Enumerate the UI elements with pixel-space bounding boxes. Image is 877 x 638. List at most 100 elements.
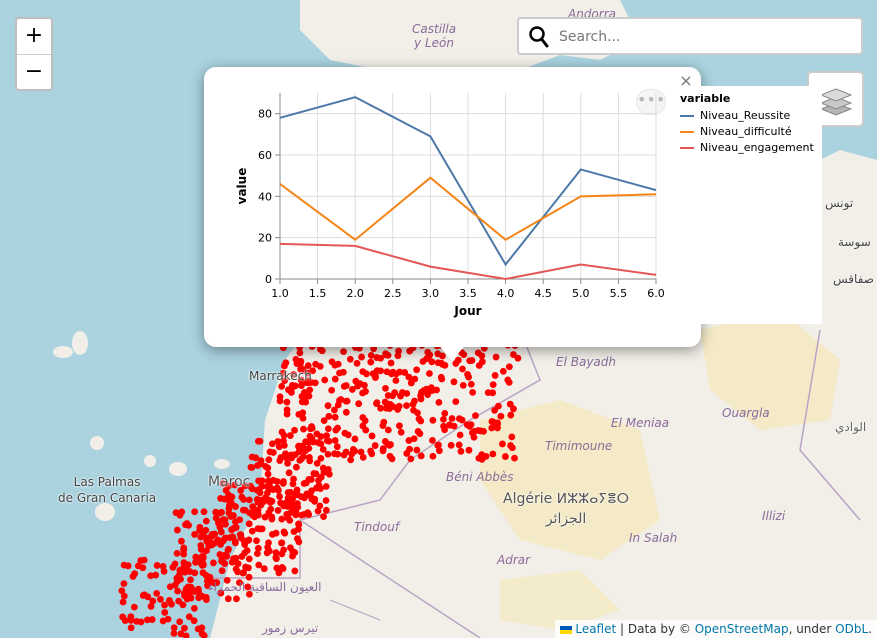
map-marker[interactable]	[265, 456, 273, 464]
map-marker[interactable]	[280, 362, 288, 370]
map-marker[interactable]	[218, 567, 226, 575]
map-marker[interactable]	[273, 484, 281, 492]
map-marker[interactable]	[256, 525, 264, 533]
map-marker[interactable]	[280, 437, 287, 445]
map-marker[interactable]	[248, 527, 256, 535]
map-marker[interactable]	[429, 452, 437, 460]
map-marker[interactable]	[217, 589, 225, 597]
map-marker[interactable]	[384, 426, 392, 434]
map-marker[interactable]	[353, 359, 361, 367]
map-marker[interactable]	[309, 367, 317, 375]
map-marker[interactable]	[144, 616, 151, 624]
map-marker[interactable]	[347, 456, 355, 464]
map-marker[interactable]	[244, 583, 252, 591]
map-marker[interactable]	[252, 454, 260, 462]
map-marker[interactable]	[174, 587, 182, 595]
map-marker[interactable]	[377, 354, 384, 362]
map-marker[interactable]	[426, 370, 433, 377]
map-marker[interactable]	[257, 501, 265, 509]
map-marker[interactable]	[181, 592, 188, 599]
map-marker[interactable]	[118, 587, 126, 595]
map-marker[interactable]	[305, 377, 313, 385]
map-marker[interactable]	[287, 488, 294, 496]
map-marker[interactable]	[489, 381, 497, 389]
map-marker[interactable]	[147, 572, 155, 580]
map-marker[interactable]	[319, 445, 327, 453]
map-marker[interactable]	[363, 370, 370, 378]
map-marker[interactable]	[387, 441, 394, 448]
map-marker[interactable]	[219, 516, 227, 524]
map-marker[interactable]	[373, 399, 381, 407]
map-marker[interactable]	[322, 497, 330, 504]
map-marker[interactable]	[264, 470, 272, 478]
map-marker[interactable]	[467, 421, 475, 429]
map-marker[interactable]	[219, 537, 227, 545]
map-marker[interactable]	[304, 509, 312, 517]
map-marker[interactable]	[361, 417, 369, 425]
map-marker[interactable]	[409, 400, 417, 408]
map-marker[interactable]	[340, 348, 347, 356]
zoom-out-button[interactable]: −	[24, 59, 44, 84]
map-marker[interactable]	[262, 494, 269, 501]
map-marker[interactable]	[403, 402, 410, 410]
map-marker[interactable]	[336, 369, 343, 377]
map-marker[interactable]	[304, 362, 312, 370]
map-marker[interactable]	[159, 563, 167, 570]
map-marker[interactable]	[247, 482, 254, 490]
map-marker[interactable]	[268, 440, 276, 448]
map-marker[interactable]	[278, 563, 286, 571]
map-marker[interactable]	[334, 424, 342, 432]
map-marker[interactable]	[202, 517, 210, 525]
map-marker[interactable]	[245, 573, 253, 581]
map-marker[interactable]	[341, 429, 349, 437]
map-marker[interactable]	[183, 520, 191, 527]
map-marker[interactable]	[403, 450, 411, 457]
map-marker[interactable]	[181, 568, 189, 576]
search-input[interactable]	[557, 25, 851, 49]
map-marker[interactable]	[275, 443, 283, 451]
map-marker[interactable]	[299, 414, 307, 422]
map-marker[interactable]	[324, 402, 332, 410]
map-marker[interactable]	[194, 625, 202, 633]
map-marker[interactable]	[492, 353, 500, 361]
map-marker[interactable]	[371, 442, 379, 449]
map-marker[interactable]	[413, 446, 421, 454]
map-marker[interactable]	[161, 609, 169, 616]
map-marker[interactable]	[372, 372, 379, 380]
map-marker[interactable]	[362, 388, 369, 395]
map-marker[interactable]	[251, 513, 259, 521]
map-marker[interactable]	[302, 438, 310, 446]
map-marker[interactable]	[130, 603, 138, 611]
map-marker[interactable]	[314, 507, 322, 515]
map-marker[interactable]	[508, 444, 516, 452]
map-marker[interactable]	[246, 509, 253, 517]
map-marker[interactable]	[185, 613, 193, 621]
map-marker[interactable]	[331, 437, 339, 444]
map-marker[interactable]	[358, 353, 365, 361]
map-marker[interactable]	[195, 594, 203, 602]
map-marker[interactable]	[204, 582, 211, 590]
map-marker[interactable]	[359, 422, 367, 430]
map-marker[interactable]	[272, 549, 280, 557]
map-marker[interactable]	[187, 576, 194, 584]
map-marker[interactable]	[475, 362, 483, 369]
map-marker[interactable]	[351, 435, 359, 443]
map-marker[interactable]	[312, 470, 320, 478]
map-marker[interactable]	[265, 539, 272, 547]
map-marker[interactable]	[300, 494, 308, 502]
map-marker[interactable]	[287, 500, 295, 507]
map-marker[interactable]	[169, 563, 177, 571]
map-marker[interactable]	[499, 440, 506, 448]
map-marker[interactable]	[406, 347, 414, 355]
map-marker[interactable]	[274, 507, 282, 514]
map-marker[interactable]	[494, 402, 502, 410]
map-marker[interactable]	[241, 482, 249, 490]
map-marker[interactable]	[379, 422, 387, 429]
map-marker[interactable]	[429, 436, 436, 444]
map-marker[interactable]	[215, 509, 223, 517]
map-marker[interactable]	[472, 412, 479, 420]
map-marker[interactable]	[254, 462, 262, 469]
map-marker[interactable]	[121, 617, 129, 624]
map-marker[interactable]	[200, 508, 208, 516]
map-marker[interactable]	[411, 375, 419, 383]
